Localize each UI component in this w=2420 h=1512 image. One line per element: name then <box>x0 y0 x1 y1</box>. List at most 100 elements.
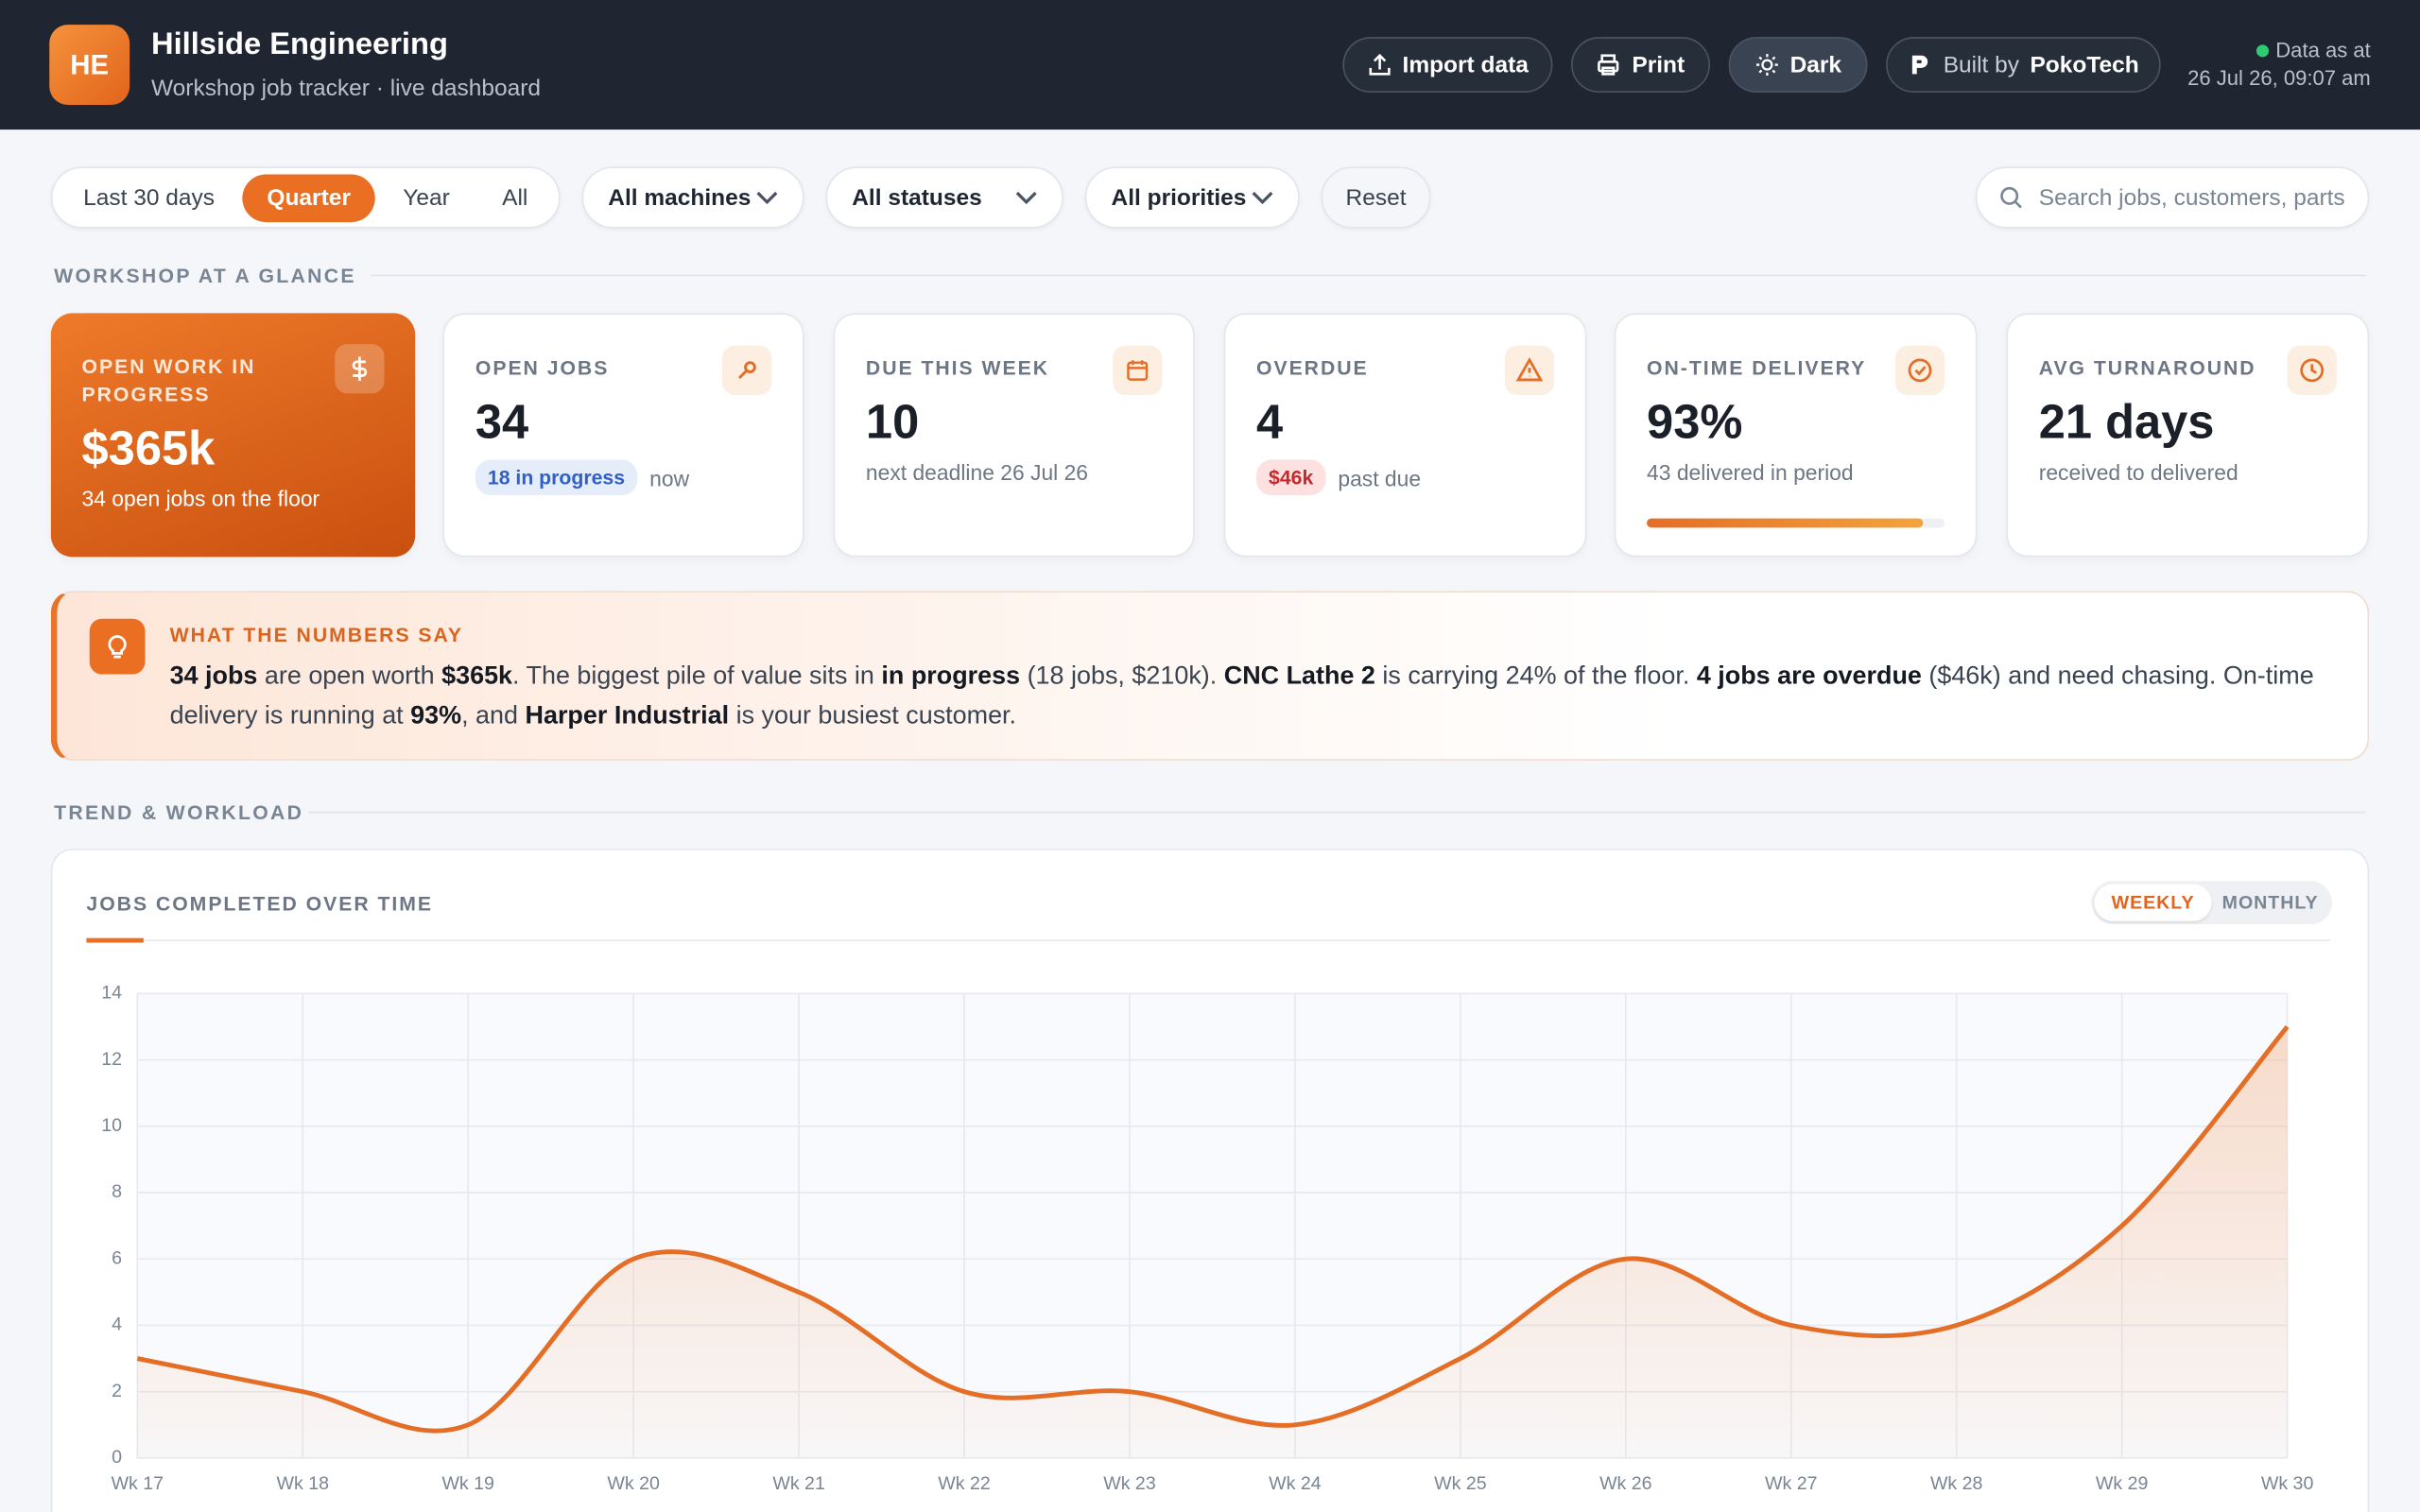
y-tick-label: 4 <box>112 1314 122 1335</box>
as-at-label: Data as at <box>2275 38 2371 62</box>
x-tick-label: Wk 18 <box>277 1473 330 1494</box>
kpi-label: OPEN WORK IN PROGRESS <box>81 354 256 406</box>
progress-track <box>1647 518 1945 528</box>
built-by-label: Built by <box>1943 51 2020 78</box>
section-rule <box>308 811 2366 814</box>
insight-panel <box>50 591 2370 761</box>
kpi-note: 34 open jobs on the floor <box>81 486 320 511</box>
x-tick-label: Wk 30 <box>2261 1473 2314 1494</box>
section-label: WORKSHOP AT A GLANCE <box>54 264 356 287</box>
y-tick-label: 12 <box>101 1049 122 1070</box>
timestamp: 26 Jul 26, 09:07 am <box>2187 66 2371 90</box>
machine-filter[interactable]: All machines <box>581 166 804 229</box>
search-placeholder: Search jobs, customers, parts <box>2038 184 2345 211</box>
period-option[interactable]: Year <box>403 184 450 211</box>
insight-icon <box>89 618 146 675</box>
section-label: TREND & WORKLOAD <box>54 800 304 824</box>
insight-segment: 4 jobs are overdue <box>1696 662 1922 690</box>
insight-text: 34 jobs are open worth $365k. The bigges… <box>170 656 2331 736</box>
insight-segment: is your busiest customer. <box>729 701 1017 730</box>
brand: PokoTech <box>2030 51 2139 78</box>
period-selector: Last 30 days Quarter Year All <box>50 166 561 229</box>
kpi-badge: $46k <box>1255 459 1326 496</box>
data-timestamp: Data as at 26 Jul 26, 09:07 am <box>2187 37 2371 93</box>
reset-button[interactable]: Reset <box>1321 166 1431 229</box>
kpi-card: OVERDUE 4 $46k past due <box>1223 313 1587 558</box>
search-box[interactable]: Search jobs, customers, parts <box>1975 166 2370 229</box>
period-option[interactable]: Quarter <box>242 173 376 222</box>
insight-segment: ($46k) and need chasing. On-time deliver… <box>169 662 2314 730</box>
status-filter[interactable]: All statuses <box>825 166 1063 229</box>
kpi-note: past due <box>1338 465 1422 490</box>
insight-segment: $365k <box>441 662 513 690</box>
kpi-label: DUE THIS WEEK <box>865 356 1050 380</box>
x-tick-label: Wk 20 <box>607 1473 660 1494</box>
kpi-icon <box>335 344 385 394</box>
insight-segment: in progress <box>881 662 1021 690</box>
print-button[interactable]: Print <box>1571 37 1710 93</box>
priority-filter[interactable]: All priorities <box>1084 166 1300 229</box>
section-rule <box>370 274 2366 277</box>
button-label: Print <box>1632 51 1685 78</box>
y-tick-label: 10 <box>101 1115 122 1136</box>
kpi-icon <box>1113 345 1163 395</box>
kpi-value: 10 <box>865 394 920 450</box>
period-option[interactable]: Last 30 days <box>83 184 216 211</box>
y-tick-label: 2 <box>112 1381 122 1401</box>
logo: HE <box>49 25 130 106</box>
insight-segment: , and <box>461 701 526 730</box>
kpi-value: 21 days <box>2038 394 2215 450</box>
dropdown-label: All machines <box>608 184 752 211</box>
x-tick-label: Wk 27 <box>1765 1473 1817 1494</box>
view-option[interactable]: MONTHLY <box>2221 891 2319 914</box>
insight-segment: is carrying 24% of the floor. <box>1374 662 1697 690</box>
y-tick-label: 6 <box>112 1247 122 1268</box>
line <box>136 1024 2290 1434</box>
kpi-note: 43 delivered in period <box>1647 459 1854 485</box>
theme-button[interactable]: Dark <box>1728 37 1868 93</box>
dropdown-label: All statuses <box>852 184 982 211</box>
x-tick-label: Wk 22 <box>938 1473 990 1494</box>
x-tick-label: Wk 19 <box>441 1473 493 1494</box>
kpi-card: OPEN JOBS 34 18 in progress now <box>442 313 804 558</box>
kpi-value: 4 <box>1255 394 1284 450</box>
x-tick-label: Wk 28 <box>1930 1473 1983 1494</box>
kpi-icon <box>1504 345 1555 395</box>
kpi-card: DUE THIS WEEK 10 next deadline 26 Jul 26 <box>833 313 1195 558</box>
x-tick-label: Wk 17 <box>112 1473 164 1494</box>
dropdown-label: All priorities <box>1111 184 1247 211</box>
insight-segment: (18 jobs, $210k). <box>1020 662 1224 690</box>
chart-title: JOBS COMPLETED OVER TIME <box>86 891 434 916</box>
kpi-icon <box>2287 345 2337 395</box>
period-option[interactable]: All <box>502 184 528 211</box>
button-label: Dark <box>1789 51 1842 78</box>
kpi-value: 34 <box>475 394 529 450</box>
view-option[interactable]: WEEKLY <box>2094 884 2212 921</box>
built-by[interactable]: Built by PokoTech <box>1886 37 2161 93</box>
x-tick-label: Wk 21 <box>772 1473 824 1494</box>
progress-bar <box>1647 518 1925 528</box>
line-area <box>137 1026 2288 1458</box>
insight-heading: WHAT THE NUMBERS SAY <box>169 623 463 647</box>
kpi-note: received to delivered <box>2038 459 2238 485</box>
x-tick-label: Wk 24 <box>1269 1473 1322 1494</box>
insight-segment: Harper Industrial <box>525 701 730 730</box>
kpi-card: OPEN WORK IN PROGRESS $365k 34 open jobs o… <box>50 313 416 558</box>
button-label: Import data <box>1402 51 1529 78</box>
kpi-label: OVERDUE <box>1255 356 1369 380</box>
y-tick-label: 8 <box>112 1181 122 1202</box>
app-title: Hillside Engineering <box>151 27 448 62</box>
kpi-value: 93% <box>1647 394 1743 450</box>
kpi-label: AVG TURNAROUND <box>2038 356 2256 380</box>
y-tick-label: 14 <box>101 983 122 1004</box>
view-toggle: WEEKLY MONTHLY <box>2091 881 2332 924</box>
chart-rule <box>86 939 2331 941</box>
import-button[interactable]: Import data <box>1342 37 1553 93</box>
y-tick-label: 0 <box>112 1447 122 1468</box>
insight-segment: 93% <box>410 701 462 730</box>
insight-segment: 34 jobs <box>169 662 258 690</box>
kpi-note: now <box>649 465 690 490</box>
